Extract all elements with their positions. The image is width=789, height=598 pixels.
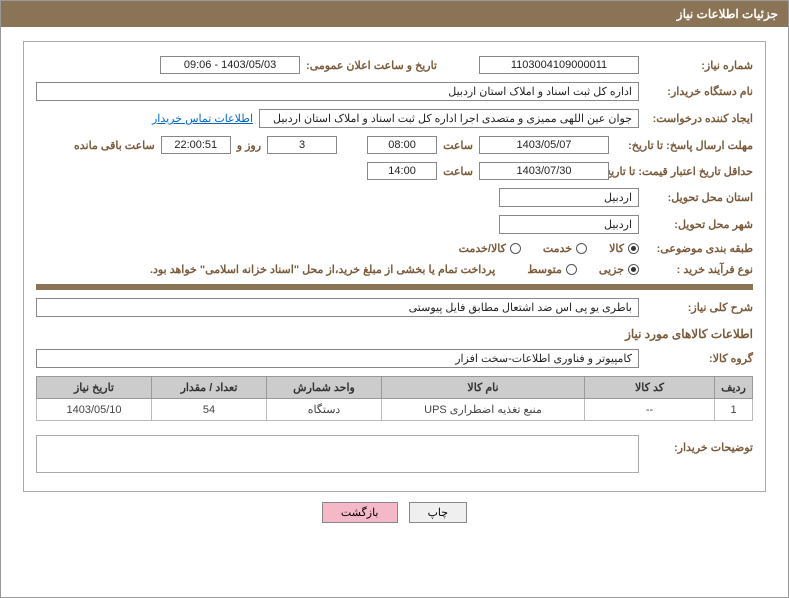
radio-service[interactable]: خدمت	[543, 242, 587, 255]
table-header: تعداد / مقدار	[152, 377, 267, 399]
table-header: نام کالا	[382, 377, 585, 399]
goods-table: ردیفکد کالانام کالاواحد شمارشتعداد / مقد…	[36, 376, 753, 421]
value-goods-group: کامپیوتر و فناوری اطلاعات-سخت افزار	[36, 349, 639, 368]
details-form: شماره نیاز: 1103004109000011 تاریخ و ساع…	[23, 41, 766, 492]
value-overall-desc: باطری یو پی اس ضد اشتعال مطابق فایل پیوس…	[36, 298, 639, 317]
label-purchase-type: نوع فرآیند خرید :	[645, 263, 753, 276]
label-time-remaining: ساعت باقی مانده	[74, 139, 155, 152]
value-request-no: 1103004109000011	[479, 56, 639, 74]
value-reply-hour: 08:00	[367, 136, 437, 154]
value-province: اردبیل	[499, 188, 639, 207]
category-radio-group: کالا خدمت کالا/خدمت	[459, 242, 639, 255]
value-valid-hour: 14:00	[367, 162, 437, 180]
label-category: طبقه بندی موضوعی:	[645, 242, 753, 255]
label-goods-group: گروه کالا:	[645, 352, 753, 365]
value-remaining: 22:00:51	[161, 136, 231, 154]
divider	[36, 284, 753, 290]
table-header: ردیف	[715, 377, 753, 399]
label-buyer-org: نام دستگاه خریدار:	[645, 85, 753, 98]
table-header: کد کالا	[585, 377, 715, 399]
buyer-contact-link[interactable]: اطلاعات تماس خریدار	[152, 112, 253, 125]
label-hour-1: ساعت	[443, 139, 473, 152]
label-days-and: روز و	[237, 139, 261, 152]
label-announce-dt: تاریخ و ساعت اعلان عمومی:	[306, 59, 437, 72]
radio-minor[interactable]: جزیی	[599, 263, 639, 276]
payment-note: پرداخت تمام یا بخشی از مبلغ خرید،از محل …	[150, 263, 495, 276]
radio-medium[interactable]: متوسط	[527, 263, 577, 276]
value-announce-dt: 1403/05/03 - 09:06	[160, 56, 300, 74]
label-city: شهر محل تحویل:	[645, 218, 753, 231]
print-button[interactable]: چاپ	[409, 502, 468, 523]
label-request-no: شماره نیاز:	[645, 59, 753, 72]
label-province: استان محل تحویل:	[645, 191, 753, 204]
value-days: 3	[267, 136, 337, 154]
value-buyer-org: اداره کل ثبت اسناد و املاک استان اردبیل	[36, 82, 639, 101]
value-requester: جوان عین اللهی ممیزی و متصدی اجرا اداره …	[259, 109, 639, 128]
label-requester: ایجاد کننده درخواست:	[645, 112, 753, 125]
value-city: اردبیل	[499, 215, 639, 234]
label-overall-desc: شرح کلی نیاز:	[645, 301, 753, 314]
back-button[interactable]: بازگشت	[322, 502, 398, 523]
page-title: جزئیات اطلاعات نیاز	[1, 1, 788, 27]
label-buyer-notes: توضیحات خریدار:	[645, 435, 753, 454]
value-reply-date: 1403/05/07	[479, 136, 609, 154]
buyer-notes-area	[36, 435, 639, 473]
label-reply-deadline: مهلت ارسال پاسخ: تا تاریخ:	[615, 139, 753, 152]
table-header: تاریخ نیاز	[37, 377, 152, 399]
radio-goods-service[interactable]: کالا/خدمت	[459, 242, 521, 255]
label-valid-until: حداقل تاریخ اعتبار قیمت: تا تاریخ:	[615, 165, 753, 178]
purchase-type-radio-group: جزیی متوسط	[527, 263, 639, 276]
value-valid-date: 1403/07/30	[479, 162, 609, 180]
label-hour-2: ساعت	[443, 165, 473, 178]
goods-info-title: اطلاعات کالاهای مورد نیاز	[36, 327, 753, 341]
table-header: واحد شمارش	[267, 377, 382, 399]
radio-goods[interactable]: کالا	[609, 242, 639, 255]
table-row: 1--منبع تغذیه اضطراری UPSدستگاه541403/05…	[37, 399, 753, 421]
